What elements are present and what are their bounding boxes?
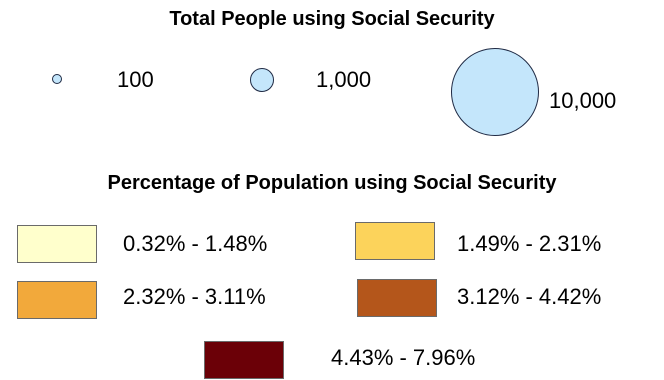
color-swatch-4 xyxy=(357,279,437,317)
color-swatch-1 xyxy=(17,225,97,263)
size-label-10000: 10,000 xyxy=(549,88,617,113)
color-swatch-3 xyxy=(17,281,97,319)
color-label-4: 3.12% - 4.42% xyxy=(457,284,602,309)
size-label-1000: 1,000 xyxy=(316,67,372,92)
size-legend-title: Total People using Social Security xyxy=(169,8,495,30)
size-circle-100 xyxy=(52,74,62,84)
color-label-3: 2.32% - 3.11% xyxy=(123,284,266,309)
size-label-100: 100 xyxy=(117,67,154,92)
color-swatch-5 xyxy=(204,341,284,379)
color-label-2: 1.49% - 2.31% xyxy=(457,231,602,256)
color-label-5: 4.43% - 7.96% xyxy=(331,345,476,370)
color-swatch-2 xyxy=(355,222,435,260)
size-circle-1000 xyxy=(250,68,274,92)
color-label-1: 0.32% - 1.48% xyxy=(123,231,268,256)
color-legend-title: Percentage of Population using Social Se… xyxy=(107,172,557,194)
size-circle-10000 xyxy=(451,48,539,136)
